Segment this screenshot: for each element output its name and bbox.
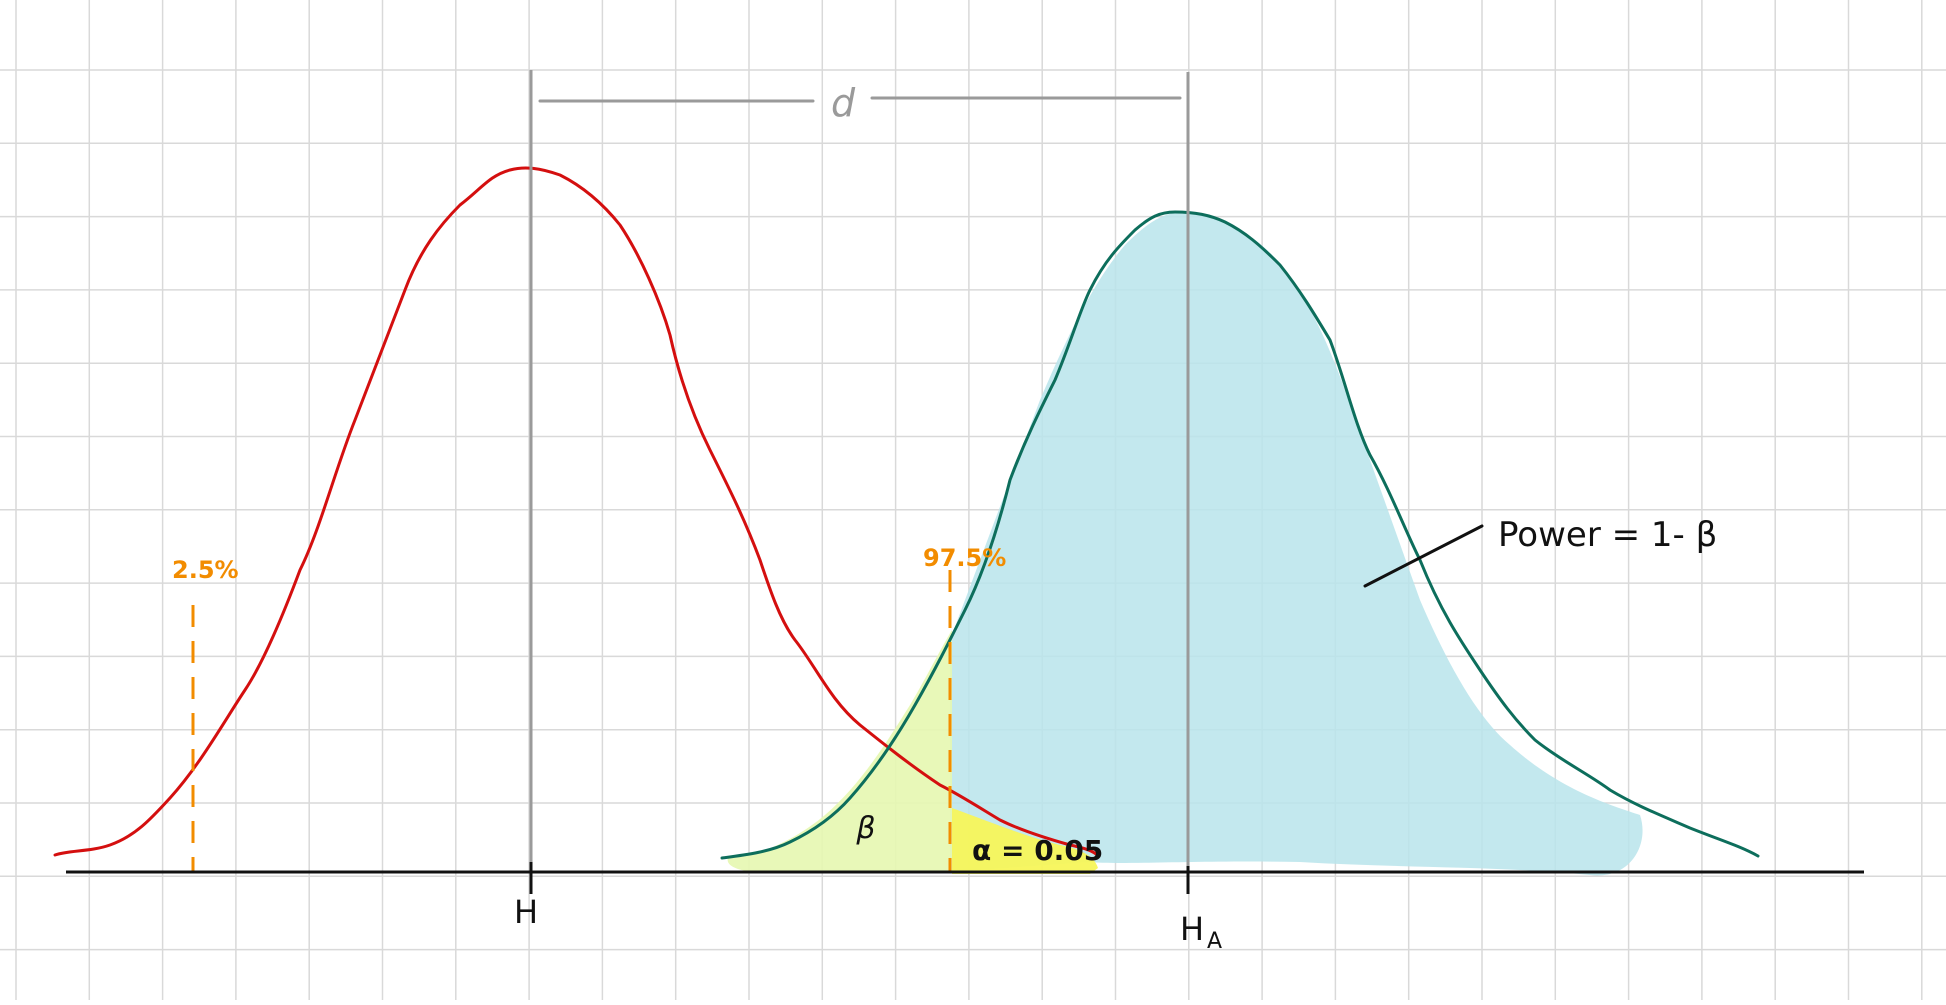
alternative-hypothesis-subscript: A — [1207, 929, 1222, 954]
power-pointer-line — [1363, 524, 1484, 588]
alternative-hypothesis-label: H — [1180, 910, 1204, 948]
alternative-distribution-curve — [720, 210, 1760, 860]
null-hypothesis-label: H — [514, 893, 538, 931]
lower-critical-label: 2.5% — [172, 556, 239, 584]
effect-size-label: d — [831, 81, 856, 125]
effect-size-indicator: d — [538, 81, 1182, 125]
upper-critical-label: 97.5% — [923, 544, 1006, 572]
alpha-region — [952, 808, 1098, 874]
null-distribution-curve — [53, 166, 1100, 858]
power-region — [950, 212, 1643, 876]
power-label: Power = 1- β — [1498, 515, 1717, 555]
alpha-label: α = 0.05 — [972, 834, 1103, 867]
beta-label: β — [855, 811, 875, 846]
beta-region — [727, 630, 952, 872]
